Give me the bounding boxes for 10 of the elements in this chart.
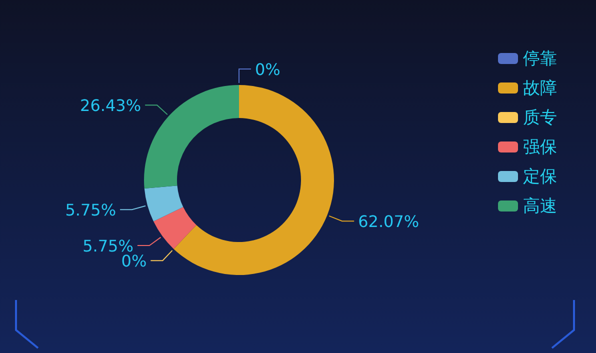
legend-label: 定保: [523, 167, 557, 187]
legend-label: 故障: [523, 78, 557, 98]
legend-label: 质专: [523, 108, 557, 128]
legend-label: 强保: [523, 138, 557, 158]
data-label: 5.75%: [65, 200, 116, 220]
text: 0%: [255, 60, 280, 79]
legend-label: 停靠: [523, 49, 557, 69]
legend-label: 高速: [523, 196, 557, 216]
data-label: 62.07%: [358, 212, 420, 232]
data-label: 26.43%: [80, 96, 142, 116]
